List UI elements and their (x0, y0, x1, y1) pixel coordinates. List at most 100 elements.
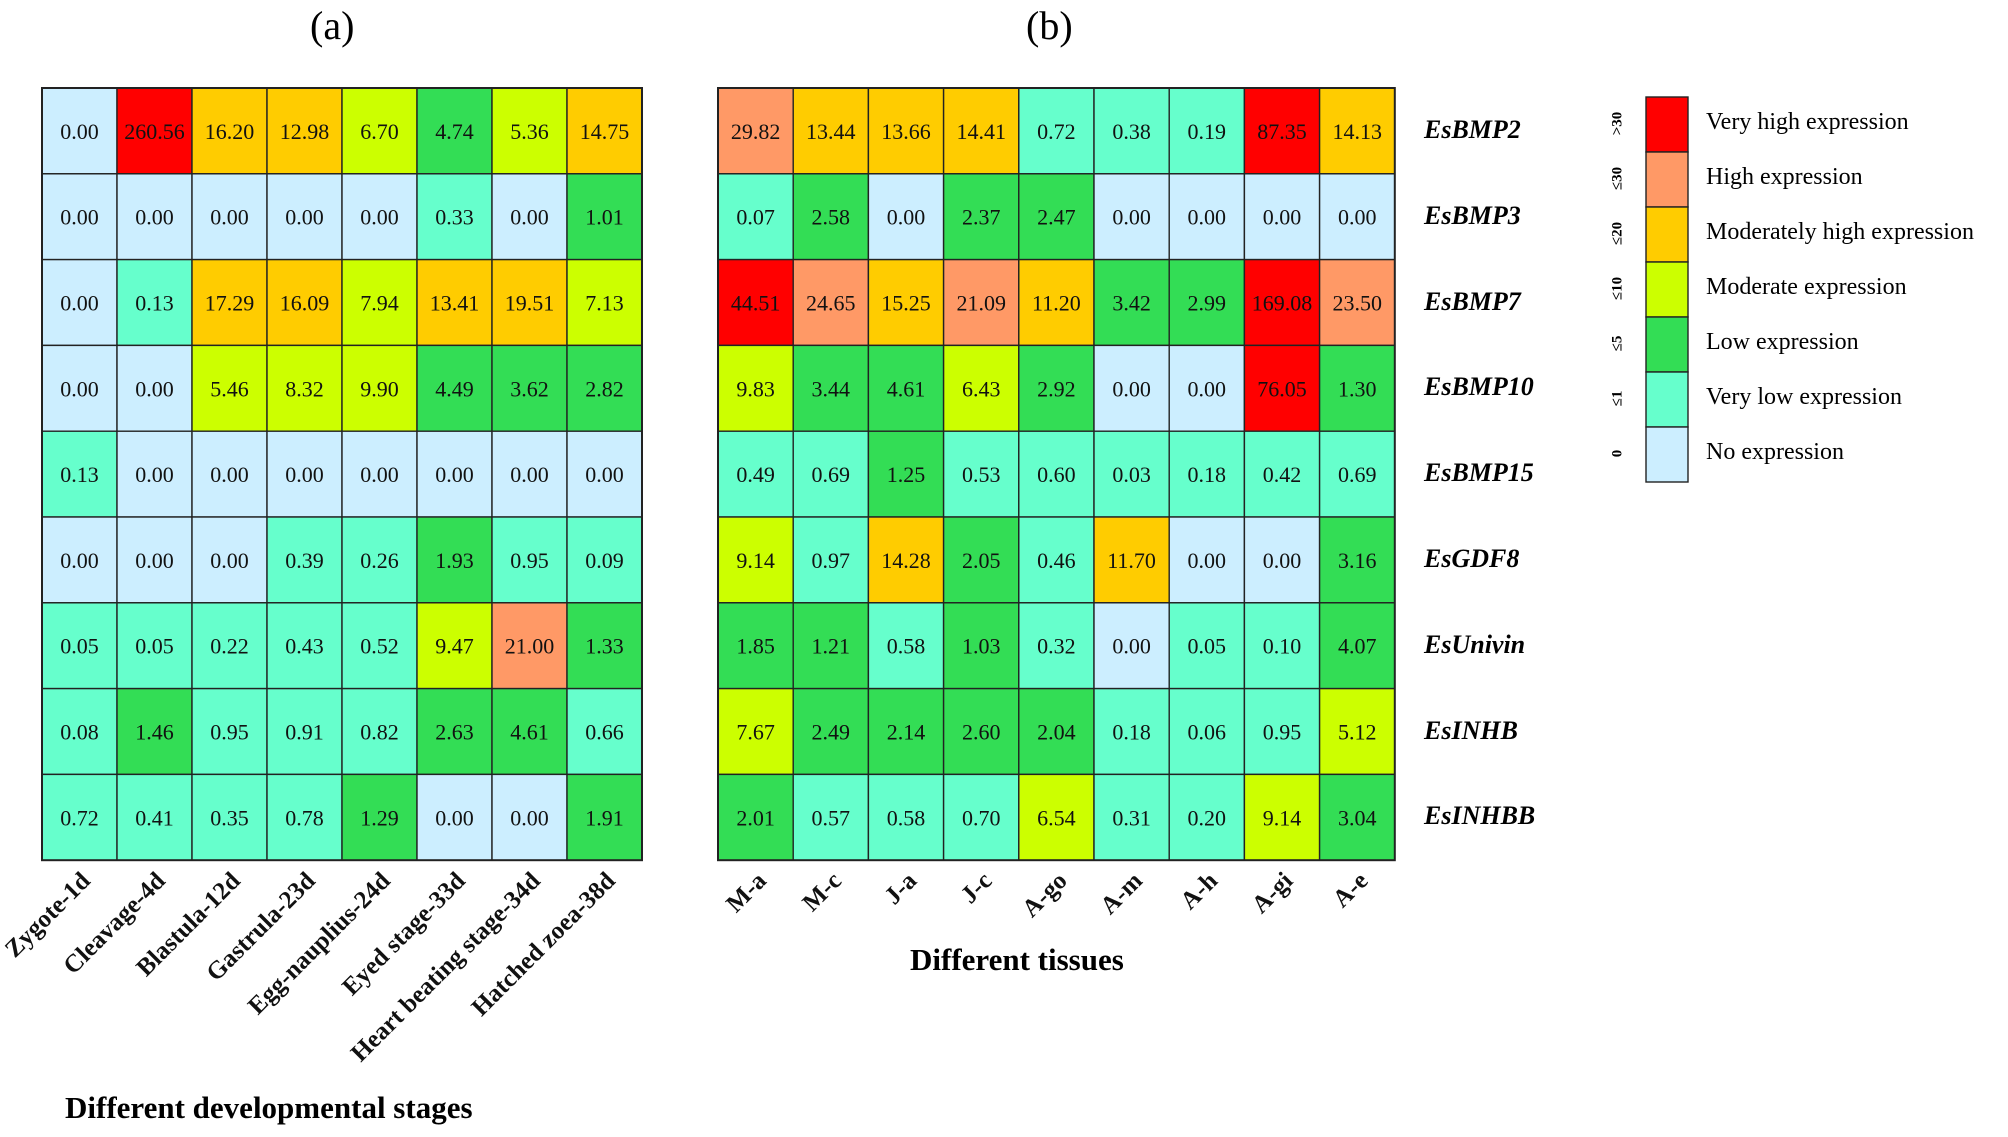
heatmap-value-a-7-7: 0.66 (585, 720, 624, 745)
heatmap-cell-b-7-5 (1093, 687, 1170, 776)
legend-threshold-2: ≤20 (1609, 221, 1626, 245)
gene-label-esunivin: EsUnivin (1424, 629, 1526, 659)
heatmap-value-b-8-5: 0.31 (1112, 805, 1151, 830)
legend-threshold-1: ≤30 (1609, 166, 1626, 190)
heatmap-value-a-4-4: 0.00 (360, 462, 399, 487)
heatmap-cell-b-1-0 (717, 173, 794, 261)
heatmap-cell-b-6-8 (1318, 602, 1396, 690)
heatmap-cell-b-3-8 (1318, 344, 1396, 432)
heatmap-cell-b-0-4 (1018, 87, 1095, 175)
legend-threshold-0: >30 (1609, 111, 1626, 135)
heatmap-cell-a-4-2 (191, 430, 268, 518)
heatmap-value-a-1-0: 0.00 (60, 205, 99, 230)
heatmap-value-b-5-3: 2.05 (962, 548, 1001, 573)
heatmap-cell-b-6-3 (942, 602, 1020, 690)
heatmap-cell-a-2-4 (341, 258, 418, 347)
heatmap-cell-b-8-7 (1243, 773, 1321, 861)
legend-label-4: Low expression (1706, 329, 1859, 355)
heatmap-value-b-1-4: 2.47 (1037, 205, 1076, 230)
legend-threshold-6: 0 (1609, 449, 1626, 457)
heatmap-cell-a-0-7 (566, 87, 643, 175)
heatmap-cell-b-7-8 (1318, 687, 1396, 776)
heatmap-value-b-7-7: 0.95 (1263, 720, 1302, 745)
heatmap-value-b-2-2: 15.25 (881, 291, 931, 316)
heatmap-value-a-1-4: 0.00 (360, 205, 399, 230)
heatmap-value-a-7-0: 0.08 (60, 720, 99, 745)
heatmap-cell-b-6-2 (867, 602, 945, 690)
heatmap-value-a-8-7: 1.91 (585, 805, 624, 830)
heatmap-value-b-7-2: 2.14 (887, 720, 926, 745)
heatmap-cell-a-5-1 (116, 516, 193, 604)
heatmap-value-b-6-4: 0.32 (1037, 634, 1076, 659)
heatmap-cell-a-4-3 (266, 430, 343, 518)
heatmap-value-b-5-0: 9.14 (736, 548, 775, 573)
heatmap-cell-b-0-5 (1093, 87, 1170, 175)
heatmap-cell-a-5-6 (491, 516, 568, 604)
heatmap-cell-a-3-5 (416, 344, 493, 432)
heatmap-value-b-8-6: 0.20 (1188, 805, 1227, 830)
heatmap-cell-a-1-5 (416, 173, 493, 261)
heatmap-cell-a-7-2 (191, 687, 268, 776)
heatmap-value-b-4-7: 0.42 (1263, 462, 1302, 487)
heatmap-value-a-4-3: 0.00 (285, 462, 324, 487)
heatmap-cell-a-4-0 (41, 430, 118, 518)
heatmap-value-b-0-6: 0.19 (1188, 119, 1227, 144)
heatmap-value-a-6-6: 21.00 (505, 634, 555, 659)
heatmap-value-b-5-1: 0.97 (812, 548, 851, 573)
heatmap-value-a-5-2: 0.00 (210, 548, 249, 573)
heatmap-value-b-4-3: 0.53 (962, 462, 1001, 487)
heatmap-panel-a: 0.00 260.56 16.20 12.98 6.70 4.74 5.36 14.75 0.0… (41, 87, 643, 862)
heatmap-value-a-5-7: 0.09 (585, 548, 624, 573)
heatmap-value-b-4-0: 0.49 (736, 462, 775, 487)
heatmap-cell-b-4-1 (792, 430, 870, 518)
heatmap-cell-b-6-6 (1168, 602, 1246, 690)
heatmap-value-b-3-4: 2.92 (1037, 376, 1076, 401)
heatmap-value-b-6-0: 1.85 (736, 634, 775, 659)
legend-swatch-4 (1645, 316, 1689, 373)
heatmap-value-a-2-2: 17.29 (205, 291, 255, 316)
heatmap-value-b-8-2: 0.58 (887, 805, 926, 830)
heatmap-value-b-3-8: 1.30 (1338, 376, 1377, 401)
heatmap-cell-b-5-2 (867, 516, 945, 604)
heatmap-value-b-1-5: 0.00 (1112, 205, 1151, 230)
heatmap-cell-b-1-2 (867, 173, 945, 261)
heatmap-cell-a-0-6 (491, 87, 568, 175)
heatmap-cell-b-5-1 (792, 516, 870, 604)
heatmap-value-b-2-7: 169.08 (1252, 291, 1313, 316)
heatmap-cell-b-2-2 (867, 258, 945, 347)
heatmap-value-a-1-1: 0.00 (135, 205, 174, 230)
heatmap-value-a-8-5: 0.00 (435, 805, 474, 830)
heatmap-panel-b: 29.82 13.44 13.66 14.41 0.72 0.38 0.19 87.35 14.… (717, 87, 1396, 862)
heatmap-value-a-2-3: 16.09 (280, 291, 330, 316)
heatmap-value-a-4-1: 0.00 (135, 462, 174, 487)
heatmap-value-a-3-4: 9.90 (360, 376, 399, 401)
heatmap-value-a-1-3: 0.00 (285, 205, 324, 230)
heatmap-value-a-4-7: 0.00 (585, 462, 624, 487)
heatmap-value-b-2-4: 11.20 (1032, 291, 1081, 316)
heatmap-value-b-3-2: 4.61 (887, 376, 926, 401)
gene-label-esbmp10: EsBMP10 (1424, 372, 1534, 402)
heatmap-value-b-2-1: 24.65 (806, 291, 856, 316)
heatmap-value-b-4-2: 1.25 (887, 462, 926, 487)
heatmap-value-b-7-0: 7.67 (736, 720, 775, 745)
legend-threshold-3: ≤10 (1609, 276, 1626, 300)
heatmap-value-b-7-6: 0.06 (1188, 720, 1227, 745)
heatmap-value-a-3-0: 0.00 (60, 376, 99, 401)
heatmap-value-b-7-1: 2.49 (812, 720, 851, 745)
heatmap-value-a-3-1: 0.00 (135, 376, 174, 401)
heatmap-cell-b-2-1 (792, 258, 870, 347)
heatmap-cell-a-0-3 (266, 87, 343, 175)
heatmap-cell-b-8-1 (792, 773, 870, 861)
heatmap-value-a-1-7: 1.01 (585, 205, 624, 230)
heatmap-value-a-0-4: 6.70 (360, 119, 399, 144)
heatmap-cell-a-3-1 (116, 344, 193, 432)
legend-label-6: No expression (1706, 439, 1844, 465)
heatmap-value-a-2-1: 0.13 (135, 291, 174, 316)
heatmap-value-a-7-1: 1.46 (135, 720, 174, 745)
heatmap-value-b-6-8: 4.07 (1338, 634, 1377, 659)
heatmap-cell-b-5-7 (1243, 516, 1321, 604)
heatmap-value-a-0-6: 5.36 (510, 119, 549, 144)
heatmap-value-b-0-2: 13.66 (881, 119, 931, 144)
heatmap-value-a-4-0: 0.13 (60, 462, 99, 487)
heatmap-value-a-8-2: 0.35 (210, 805, 249, 830)
